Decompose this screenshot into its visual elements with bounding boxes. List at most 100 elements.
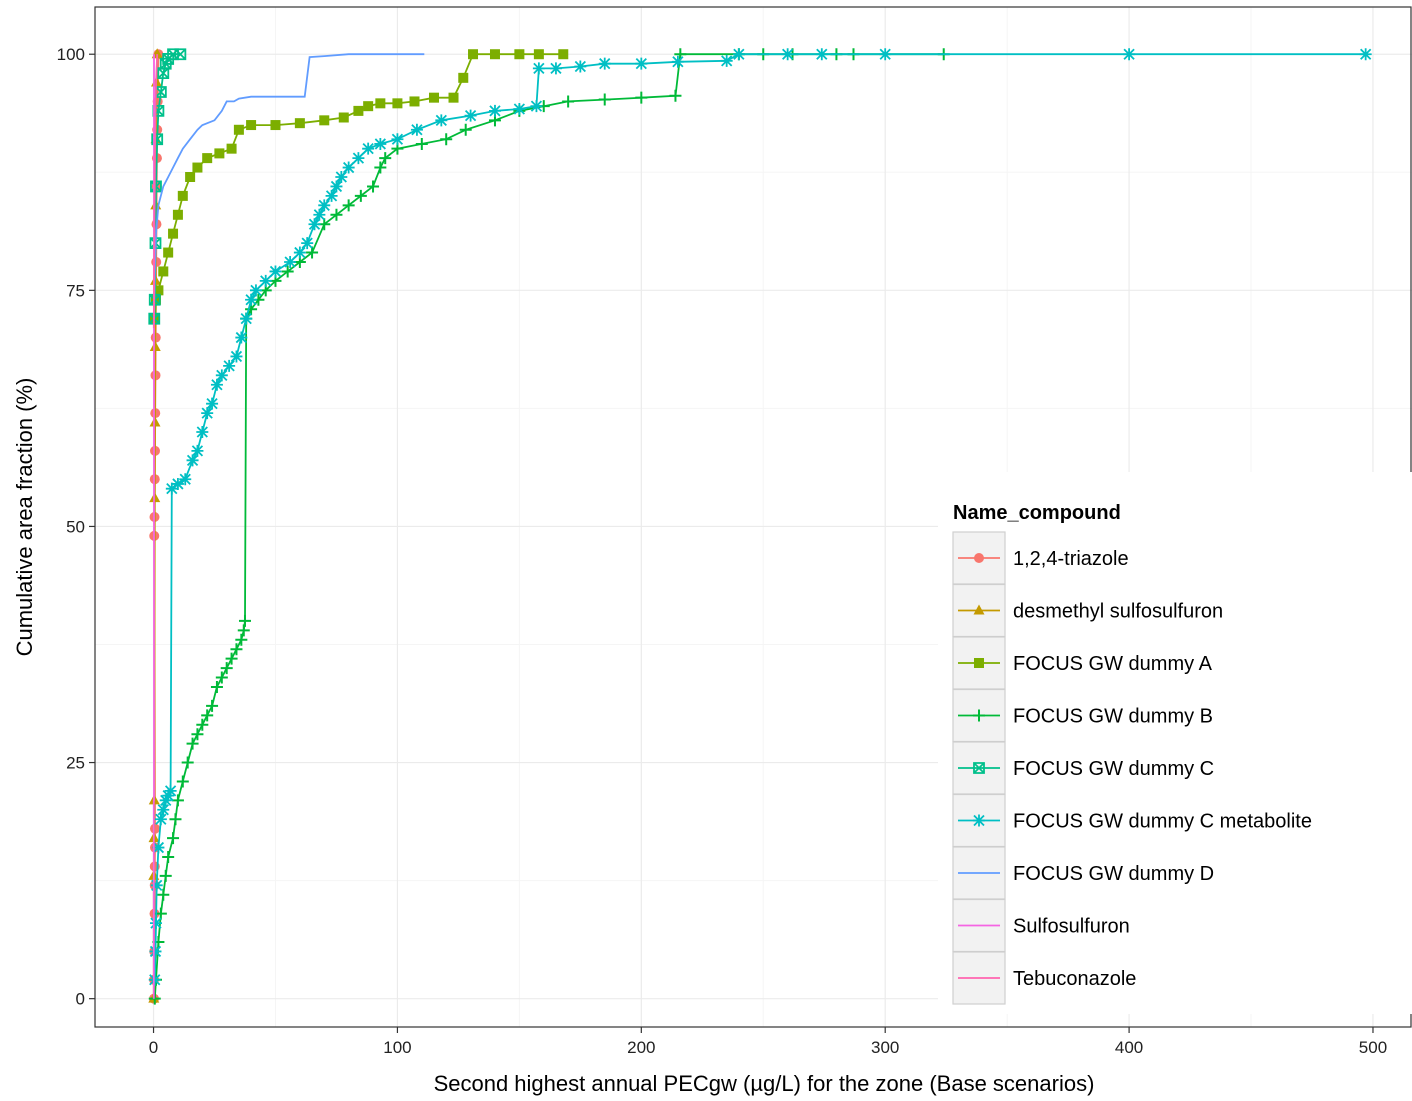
data-point — [415, 137, 428, 150]
data-point — [879, 48, 892, 61]
data-point — [293, 246, 306, 259]
series-line — [153, 53, 564, 319]
data-point — [196, 718, 209, 731]
x-tick-label: 100 — [383, 1038, 411, 1057]
data-point — [230, 350, 243, 363]
x-tick-label: 400 — [1115, 1038, 1143, 1057]
data-point — [153, 285, 164, 296]
data-point — [342, 161, 355, 174]
data-point — [562, 95, 575, 108]
legend-label: Sulfosulfuron — [1013, 916, 1130, 938]
data-point — [409, 96, 420, 107]
data-point — [973, 762, 985, 774]
data-point — [223, 359, 236, 372]
data-point — [235, 331, 248, 344]
legend-label: FOCUS GW dummy A — [1013, 653, 1213, 675]
data-point — [671, 55, 684, 68]
y-tick-label: 0 — [76, 990, 85, 1009]
data-point — [245, 293, 258, 306]
data-point — [514, 49, 525, 60]
data-point — [392, 98, 403, 109]
legend-item: FOCUS GW dummy B — [952, 688, 1213, 743]
data-point — [149, 416, 161, 427]
data-point — [974, 553, 984, 563]
series-focus-gw-dummy-d — [153, 53, 425, 319]
data-point — [158, 266, 169, 277]
legend-item: desmethyl sulfosulfuron — [952, 583, 1223, 638]
data-point — [410, 123, 423, 136]
data-point — [489, 49, 500, 60]
data-point — [973, 814, 985, 827]
x-axis-title: Second highest annual PECgw (µg/L) for t… — [434, 1071, 1095, 1096]
data-point — [815, 48, 828, 61]
y-tick-label: 25 — [66, 754, 85, 773]
data-point — [973, 709, 985, 722]
series-focus-gw-dummy-a — [149, 49, 569, 324]
data-point — [352, 152, 365, 165]
data-point — [159, 869, 172, 882]
data-point — [1123, 48, 1136, 61]
data-point — [458, 72, 469, 83]
data-point — [225, 652, 238, 665]
legend-title: Name_compound — [953, 502, 1121, 524]
data-point — [240, 312, 253, 325]
series-line — [152, 54, 159, 329]
x-tick-label: 300 — [871, 1038, 899, 1057]
legend-item: FOCUS GW dummy D — [952, 846, 1214, 900]
data-point — [374, 137, 387, 150]
data-point — [598, 93, 611, 106]
x-tick-label: 200 — [627, 1038, 655, 1057]
data-point — [238, 614, 251, 627]
legend-item: Sulfosulfuron — [952, 898, 1130, 953]
data-point — [163, 247, 174, 258]
data-point — [530, 100, 543, 113]
legend-label: Tebuconazole — [1013, 968, 1136, 990]
legend: Name_compound 1,2,4-triazole desmethyl su… — [938, 472, 1412, 1014]
legend-label: FOCUS GW dummy B — [1013, 706, 1213, 728]
data-point — [179, 473, 192, 486]
data-point — [330, 180, 343, 193]
series-focus-gw-dummy-c-metabolite — [148, 48, 1372, 986]
data-point — [152, 841, 165, 854]
series-tebuconazole — [152, 54, 159, 329]
data-point — [171, 477, 184, 490]
data-point — [973, 604, 985, 615]
data-point — [558, 49, 569, 60]
data-point — [186, 737, 199, 750]
data-point — [215, 671, 228, 684]
data-point — [354, 189, 367, 202]
legend-item: FOCUS GW dummy C metabolite — [952, 793, 1312, 848]
data-point — [533, 49, 544, 60]
data-point — [246, 120, 257, 131]
data-point — [269, 265, 282, 278]
data-point — [191, 444, 204, 457]
legend-label: 1,2,4-triazole — [1013, 548, 1129, 570]
data-point — [464, 109, 477, 122]
data-point — [168, 228, 179, 239]
data-point — [330, 208, 343, 221]
data-point — [185, 172, 196, 182]
data-point — [237, 624, 250, 637]
data-point — [294, 118, 305, 129]
data-point — [325, 189, 338, 202]
data-point — [974, 658, 984, 668]
data-point — [720, 54, 733, 67]
data-point — [210, 681, 223, 693]
data-point — [459, 123, 472, 136]
data-point — [181, 756, 194, 769]
data-point — [635, 57, 648, 70]
data-point — [362, 142, 375, 155]
data-point — [206, 397, 219, 410]
data-point — [201, 407, 214, 420]
data-point — [440, 133, 453, 146]
data-point — [192, 162, 203, 173]
data-point — [448, 92, 459, 103]
data-point — [150, 180, 162, 193]
data-point — [220, 662, 233, 675]
data-point — [233, 124, 244, 135]
data-point — [162, 789, 175, 802]
legend-item: Tebuconazole — [952, 951, 1136, 1005]
data-point — [284, 256, 297, 268]
data-point — [270, 120, 281, 131]
